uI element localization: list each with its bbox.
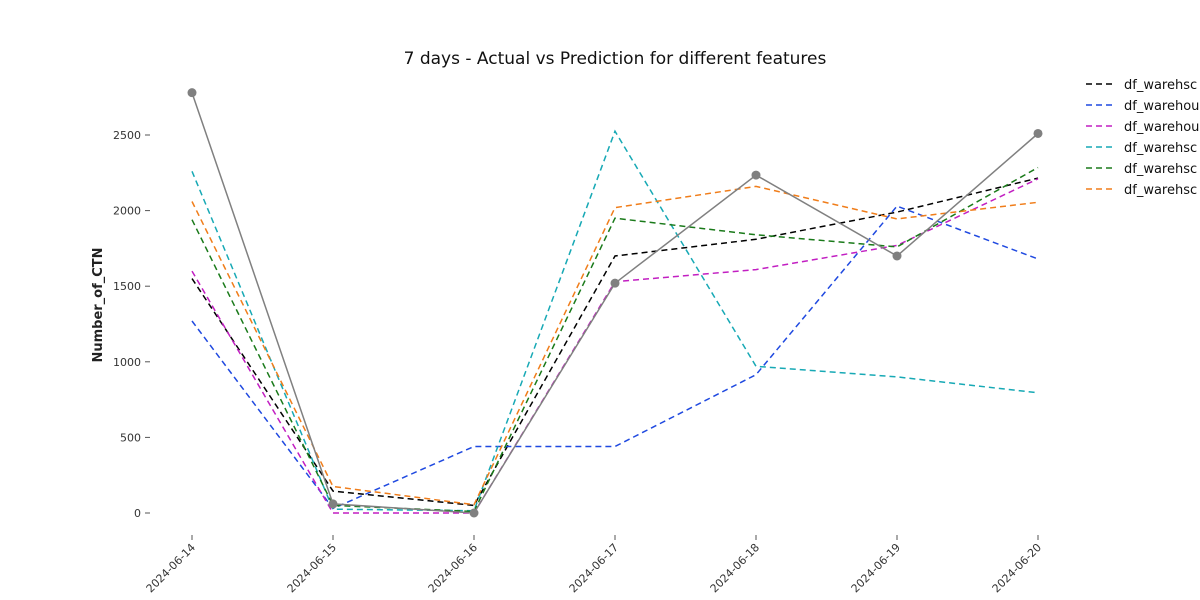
legend-label: df_warehsc [1124, 162, 1197, 177]
x-tick-label: 2024-06-18 [708, 541, 762, 595]
y-tick-label: 500 [120, 431, 141, 444]
x-tick-label: 2024-06-15 [285, 541, 339, 595]
y-tick-label: 2500 [113, 129, 141, 142]
y-tick-label: 2000 [113, 205, 141, 218]
legend-label: df_warehsc [1124, 183, 1197, 198]
data-point [1033, 128, 1043, 138]
series-line [191, 185, 1039, 506]
y-axis: 0 500 1000 1500 2000 2500 [113, 129, 150, 520]
data-point [892, 251, 902, 261]
data-point [187, 88, 197, 98]
series-line [191, 177, 1039, 507]
x-axis: 2024-06-14 2024-06-15 2024-06-16 2024-06-17… [144, 535, 1044, 595]
legend: df_warehsc df_warehou df_warehou df_warehsc… [1086, 78, 1199, 198]
plot-area [187, 88, 1043, 518]
data-point [751, 170, 761, 180]
series-line [191, 166, 1039, 513]
x-tick-label: 2024-06-20 [990, 541, 1044, 595]
y-axis-label: Number_of_CTN [91, 247, 106, 362]
legend-label: df_warehsc [1124, 78, 1197, 93]
data-point [610, 278, 620, 288]
series-line [191, 129, 1039, 512]
legend-label: df_warehsc [1124, 141, 1197, 156]
legend-label: df_warehou [1124, 120, 1199, 135]
x-tick-label: 2024-06-17 [567, 541, 621, 595]
data-point [469, 508, 479, 518]
y-tick-label: 1000 [113, 356, 141, 369]
y-tick-label: 1500 [113, 280, 141, 293]
y-tick-label: 0 [134, 507, 141, 520]
x-tick-label: 2024-06-19 [849, 541, 903, 595]
chart-title: 7 days - Actual vs Prediction for differ… [404, 49, 827, 69]
x-tick-label: 2024-06-16 [426, 541, 480, 595]
series-line [191, 92, 1039, 514]
legend-label: df_warehou [1124, 99, 1199, 114]
x-tick-label: 2024-06-14 [144, 541, 198, 595]
data-point [328, 499, 338, 509]
